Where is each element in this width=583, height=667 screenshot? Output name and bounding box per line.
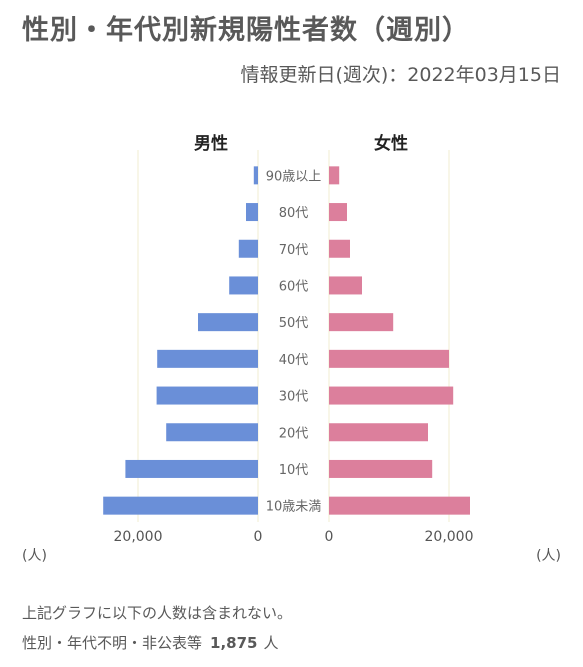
male-bar bbox=[198, 313, 258, 332]
category-label: 90歳以上 bbox=[266, 169, 322, 184]
category-label: 10代 bbox=[279, 463, 309, 478]
male-bar bbox=[229, 276, 258, 295]
exclusion-note: 上記グラフに以下の人数は含まれない。 bbox=[22, 604, 293, 622]
male-tick-label: 0 bbox=[254, 529, 263, 545]
population-pyramid-chart: 男性 女性 90歳以上 80代 70代 60代 50代 40代 30代 20代 10代 10歳未満 20… bbox=[22, 133, 561, 564]
male-bar bbox=[103, 496, 258, 515]
female-bar bbox=[329, 423, 428, 442]
female-bar bbox=[329, 349, 449, 368]
male-tick-label: 20,000 bbox=[114, 529, 163, 545]
female-tick-label: 0 bbox=[325, 529, 334, 545]
legend-female: 女性 bbox=[374, 133, 408, 154]
male-bar bbox=[157, 349, 258, 368]
female-bar bbox=[329, 276, 362, 295]
category-label: 50代 bbox=[279, 316, 309, 331]
unknown-count-label: 性別・年代不明・非公表等 bbox=[22, 634, 203, 652]
female-bar bbox=[329, 459, 433, 478]
female-bar bbox=[329, 386, 454, 405]
page-title: 性別・年代別新規陽性者数（週別） bbox=[22, 15, 470, 46]
unknown-count-unit: 人 bbox=[263, 634, 279, 652]
female-bar bbox=[329, 313, 394, 332]
category-label: 20代 bbox=[279, 426, 309, 441]
category-label: 30代 bbox=[279, 390, 309, 405]
category-label: 40代 bbox=[279, 353, 309, 368]
category-label: 60代 bbox=[279, 279, 309, 294]
category-label: 10歳未満 bbox=[266, 500, 322, 515]
category-label: 80代 bbox=[279, 206, 309, 221]
category-label: 70代 bbox=[279, 243, 309, 258]
female-bar bbox=[329, 239, 350, 258]
female-bar bbox=[329, 166, 340, 185]
male-bar bbox=[166, 423, 258, 442]
female-tick-label: 20,000 bbox=[425, 529, 474, 545]
male-bar bbox=[125, 459, 259, 478]
male-bar bbox=[238, 239, 258, 258]
female-bar bbox=[329, 496, 470, 515]
update-label: 情報更新日(週次)： bbox=[240, 64, 408, 86]
male-bar bbox=[246, 203, 258, 222]
male-bar bbox=[253, 166, 258, 185]
female-axis-unit: (人) bbox=[536, 548, 561, 564]
male-axis-unit: (人) bbox=[22, 548, 47, 564]
unknown-count-value: 1,875 bbox=[210, 634, 258, 652]
male-bar bbox=[156, 386, 258, 405]
legend-male: 男性 bbox=[194, 133, 228, 154]
unknown-count-note: 性別・年代不明・非公表等 1,875 人 bbox=[22, 632, 278, 653]
update-date: 2022年03月15日 bbox=[407, 64, 561, 86]
female-bar bbox=[329, 203, 347, 222]
update-info: 情報更新日(週次)：2022年03月15日 bbox=[240, 60, 561, 87]
